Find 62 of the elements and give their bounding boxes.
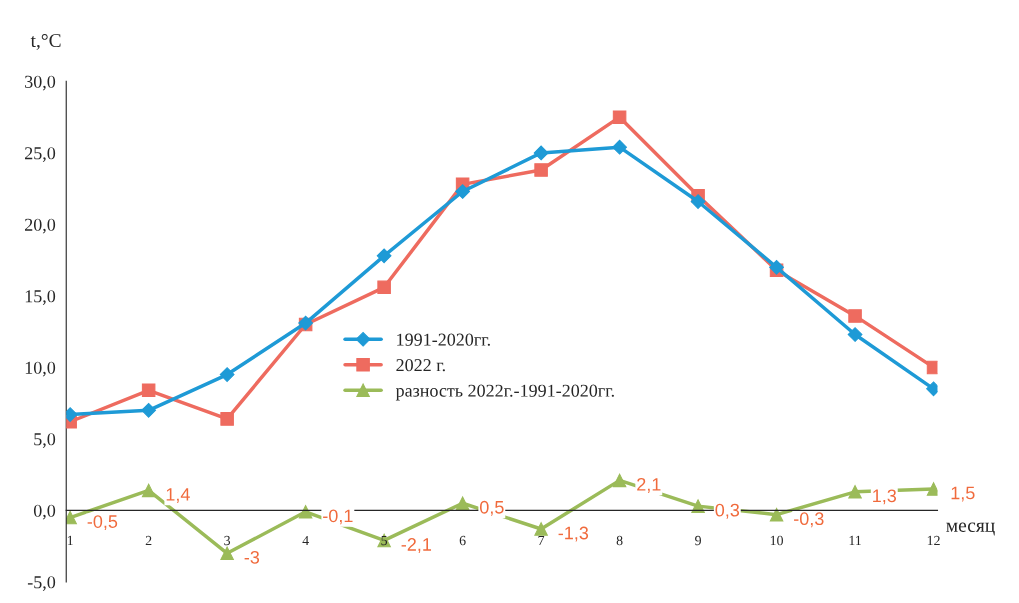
y-tick-label: 10,0 <box>25 361 56 377</box>
data-label: 1,4 <box>166 488 190 503</box>
point <box>298 505 313 519</box>
point <box>377 280 391 295</box>
point <box>141 402 157 418</box>
y-tick-label: 15,0 <box>25 290 56 305</box>
y-tick-label: 5,0 <box>34 433 56 448</box>
x-tick-label: 7 <box>538 535 545 546</box>
point <box>612 139 627 155</box>
x-tick-label: 8 <box>616 535 623 546</box>
legend-label: разность 2022г.-1991-2020гг. <box>395 384 614 401</box>
point <box>455 184 471 199</box>
y-tick-label: 0,0 <box>33 504 56 520</box>
y-tick-label: 20,0 <box>25 218 56 234</box>
x-tick-label: 9 <box>695 535 701 546</box>
legend-label: 2022 г. <box>396 359 445 372</box>
x-tick-label: 1 <box>67 535 73 546</box>
point <box>534 163 548 177</box>
point <box>926 360 938 375</box>
x-tick-label: 5 <box>381 535 388 546</box>
y-axis-title: t,°C <box>30 33 61 50</box>
point <box>141 383 156 398</box>
x-tick-label: 2 <box>145 535 152 546</box>
data-label: 2,1 <box>637 477 661 493</box>
x-tick-label: 10 <box>770 535 783 546</box>
point <box>534 522 548 536</box>
data-label: -0,1 <box>323 509 353 525</box>
y-tick-label: 25,0 <box>25 147 56 162</box>
point <box>847 327 863 342</box>
point <box>141 483 156 498</box>
x-tick-label: 3 <box>224 535 231 546</box>
point <box>220 546 234 561</box>
data-label: -2,1 <box>401 538 432 553</box>
y-tick-label: 30,0 <box>25 75 56 91</box>
point <box>612 473 627 488</box>
point <box>848 309 862 323</box>
data-label: -0,3 <box>794 512 824 528</box>
data-label: -1,3 <box>558 526 589 542</box>
point <box>690 194 706 209</box>
x-axis-title: месяц <box>946 522 995 536</box>
x-tick-label: 12 <box>927 535 940 546</box>
point <box>769 259 784 275</box>
point <box>533 145 549 161</box>
point <box>926 482 938 496</box>
data-label: 0,3 <box>715 503 740 519</box>
point <box>848 485 862 499</box>
y-tick-label: -5,0 <box>27 576 56 591</box>
x-tick-label: 4 <box>302 535 309 546</box>
point <box>769 507 784 522</box>
point <box>455 496 470 511</box>
point <box>219 367 235 382</box>
data-label: 1,5 <box>951 486 975 502</box>
data-label: -0,5 <box>87 515 118 531</box>
data-label: 0,5 <box>479 500 504 516</box>
point <box>612 110 627 124</box>
data-label: -3 <box>244 550 260 564</box>
x-tick-label: 11 <box>849 535 861 546</box>
x-tick-label: 6 <box>459 535 466 546</box>
legend-label: 1991-2020гг. <box>397 333 490 346</box>
point <box>376 248 392 264</box>
data-label: 1,3 <box>873 489 897 505</box>
point <box>220 412 234 426</box>
